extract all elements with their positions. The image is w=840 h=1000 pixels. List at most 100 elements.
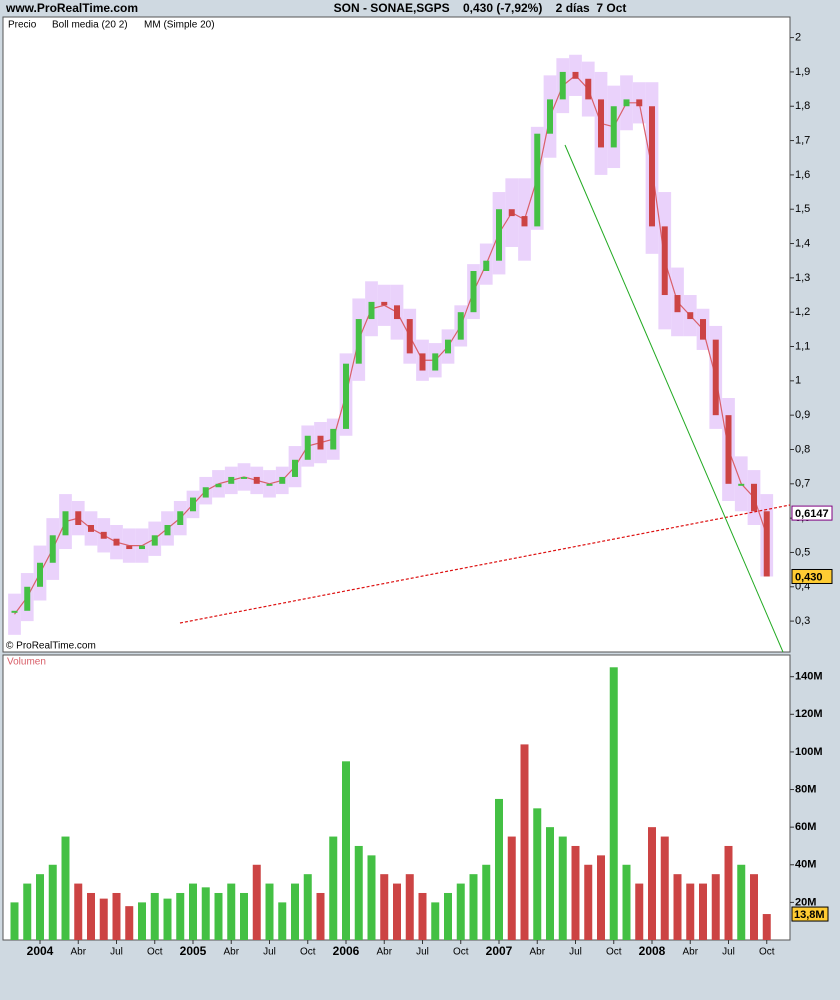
x-tick-label: Oct	[453, 947, 469, 958]
y-tick-label: 1,9	[795, 66, 810, 78]
volume-bar	[291, 883, 299, 940]
price-bar	[445, 339, 451, 354]
price-bar	[508, 209, 515, 217]
price-bar	[725, 415, 732, 484]
support-line	[179, 504, 791, 624]
price-bar	[24, 586, 31, 611]
copyright: © ProRealTime.com	[6, 641, 96, 652]
y-tick-label: 100M	[795, 746, 823, 758]
volume-bar	[23, 883, 32, 940]
volume-bar	[660, 836, 669, 940]
price-bar	[11, 610, 18, 613]
x-tick-label: Jul	[569, 947, 582, 958]
volume-bar	[36, 874, 44, 940]
x-tick-label: Abr	[376, 947, 392, 958]
price-bar	[623, 99, 630, 107]
volume-bar	[750, 874, 758, 940]
price-bar	[712, 339, 719, 416]
volume-bar	[99, 898, 108, 940]
x-tick-label: 2005	[180, 944, 207, 958]
x-tick-label: Oct	[300, 947, 316, 958]
volume-bar	[495, 798, 503, 940]
volume-bar	[252, 864, 261, 940]
price-bar	[649, 106, 655, 227]
y-tick-label: 1,6	[795, 169, 810, 181]
price-bar	[253, 476, 260, 484]
volume-bar	[737, 864, 746, 940]
y-tick-label: 1,1	[795, 340, 810, 352]
price-bar	[432, 353, 439, 371]
price-bar	[139, 545, 145, 550]
volume-last-label: 13,8M	[794, 909, 825, 921]
price-bar	[292, 459, 298, 477]
y-tick-label: 1,7	[795, 134, 810, 146]
x-tick-label: 2008	[639, 944, 666, 958]
x-tick-label: 2004	[27, 944, 54, 958]
y-tick-label: 1	[795, 375, 801, 387]
x-tick-label: 2006	[333, 944, 360, 958]
volume-bar	[112, 892, 121, 940]
price-bar	[687, 312, 694, 320]
price-bar	[75, 511, 82, 525]
y-tick-label: 1,2	[795, 306, 810, 318]
price-bar	[202, 487, 209, 498]
volume-label: Volumen	[7, 657, 46, 668]
price-bar	[521, 216, 528, 227]
volume-bar	[189, 883, 197, 940]
volume-bar	[431, 902, 440, 940]
price-bar	[164, 525, 171, 536]
volume-bar	[278, 902, 287, 940]
y-tick-label: 0,7	[795, 478, 810, 490]
volume-bar	[342, 761, 350, 940]
volume-bar	[138, 902, 146, 940]
volume-bar	[597, 855, 605, 940]
volume-bar	[520, 744, 529, 940]
volume-bar	[150, 892, 159, 940]
volume-bar	[762, 914, 771, 940]
price-bar	[241, 476, 247, 479]
price-bar	[330, 428, 337, 450]
volume-bar	[711, 874, 720, 940]
price-bar	[406, 319, 413, 354]
volume-bar	[354, 845, 363, 940]
x-tick-label: Oct	[759, 947, 775, 958]
price-bar	[598, 99, 604, 148]
y-tick-label: 0,5	[795, 546, 810, 558]
price-bar	[572, 71, 579, 79]
price-bar	[37, 562, 43, 587]
volume-bar	[329, 836, 338, 940]
price-bar	[585, 78, 592, 100]
legend-entry: MM (Simple 20)	[144, 20, 215, 31]
price-bar	[559, 71, 566, 100]
volume-bar	[393, 883, 401, 940]
x-tick-label: Oct	[147, 947, 163, 958]
price-bar	[177, 511, 184, 525]
price-bar	[636, 99, 643, 107]
price-label-box	[791, 505, 833, 521]
price-bar	[88, 525, 94, 532]
axis-layer: 0,30,40,50,60,70,80,911,11,21,31,41,51,6…	[27, 32, 833, 958]
price-bar	[394, 305, 400, 320]
volume-bar	[10, 902, 19, 940]
x-tick-label: Abr	[223, 947, 239, 958]
x-tick-label: Abr	[682, 947, 698, 958]
x-tick-label: 2007	[486, 944, 513, 958]
volume-bar	[609, 667, 618, 940]
volume-bar	[316, 892, 325, 940]
trend-line	[564, 144, 784, 653]
price-bar	[266, 483, 273, 486]
price-label: 0,6147	[795, 508, 829, 520]
price-bar	[419, 353, 426, 371]
volume-bar	[673, 874, 682, 940]
chart-title: SON - SONAE,SGPS 0,430 (-7,92%) 2 días 7…	[334, 1, 627, 15]
annotation-layer	[179, 144, 791, 653]
x-tick-label: Jul	[722, 947, 735, 958]
price-bar	[610, 106, 617, 148]
price-bar	[496, 209, 502, 261]
price-bar	[381, 301, 388, 306]
price-bar	[279, 476, 286, 484]
volume-bar	[507, 836, 516, 940]
price-bar	[547, 99, 553, 134]
volume-bar	[240, 892, 248, 940]
